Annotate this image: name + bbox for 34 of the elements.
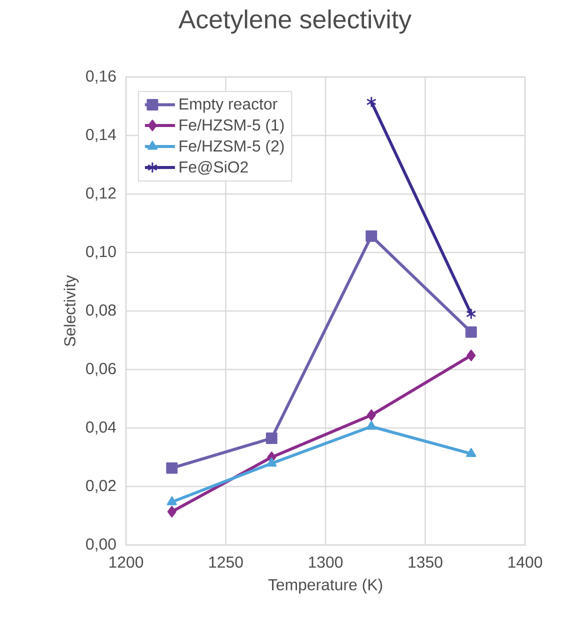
y-tick-label: 0,12 (86, 187, 116, 201)
legend-label: Fe/HZSM-5 (1) (180, 118, 284, 134)
y-axis-title: Selectivity (64, 275, 79, 346)
point (366, 230, 378, 242)
y-tick-label: 0,04 (86, 421, 116, 435)
y-tick-label: 0,08 (86, 304, 116, 318)
y-tick-label: 0,16 (86, 70, 116, 84)
x-tick-label: 1400 (508, 556, 542, 568)
y-tick-label: 0,00 (86, 538, 116, 552)
x-axis-title: Temperature (K) (268, 578, 382, 594)
point (366, 96, 376, 108)
point (266, 458, 277, 467)
legend-label: Fe@SiO2 (180, 160, 248, 175)
point (166, 496, 177, 506)
point (466, 448, 476, 457)
y-tick-label: 0,02 (86, 480, 116, 494)
point (366, 420, 376, 430)
y-tick-label: 0,06 (86, 362, 116, 376)
point (466, 308, 476, 320)
point (166, 462, 178, 474)
x-tick-label: 1300 (308, 556, 343, 568)
y-tick-label: 0,10 (86, 246, 116, 260)
point (266, 432, 278, 444)
x-tick-label: 1250 (209, 556, 243, 568)
x-tick-label: 1200 (109, 556, 144, 568)
point (466, 350, 476, 362)
legend-label: Fe/HZSM-5 (2) (180, 140, 284, 155)
x-tick-label: 1350 (408, 556, 442, 568)
point (465, 326, 477, 338)
y-tick-label: 0,14 (86, 128, 116, 142)
point (167, 506, 176, 518)
chart-title: Acetylene selectivity (178, 10, 412, 34)
legend-label: Empty reactor (180, 98, 278, 113)
point (366, 409, 376, 421)
